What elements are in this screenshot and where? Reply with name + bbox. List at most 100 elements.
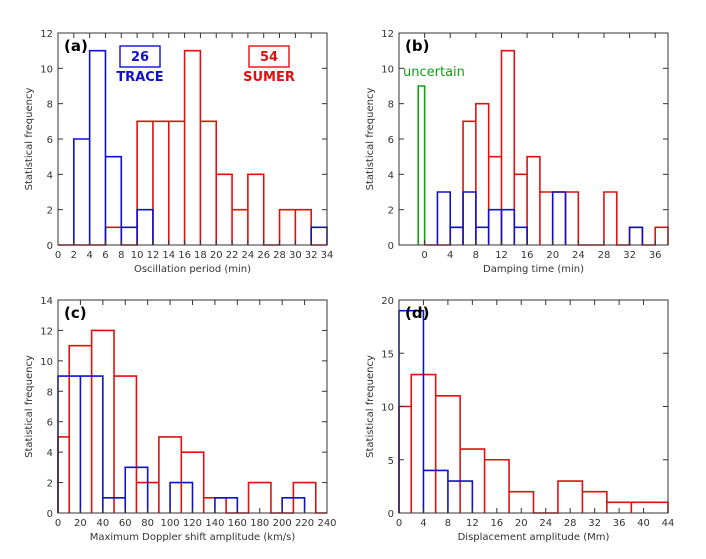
panel-c-trace-outline <box>57 375 306 513</box>
x-tick-label: 200 <box>273 518 292 529</box>
y-tick-label: 10 <box>381 403 394 414</box>
legend-trace-count: 26 <box>131 50 149 65</box>
legend-trace-name: TRACE <box>116 70 163 85</box>
x-tick-label: 24 <box>539 518 552 529</box>
x-tick-label: 40 <box>637 518 650 529</box>
panel-c-trace-histogram <box>57 375 306 513</box>
panel-a-label: (a) <box>64 37 88 55</box>
x-tick-label: 12 <box>466 518 479 529</box>
panel-c-x-axis-label: Maximum Doppler shift amplitude (km/s) <box>90 532 296 543</box>
x-tick-label: 240 <box>317 518 336 529</box>
x-tick-label: 32 <box>588 518 601 529</box>
x-tick-label: 4 <box>420 518 426 529</box>
panel-d: 0 4 8 12 16 20 24 28 32 36 40 44 0 5 10 15 20 (d) Displa… <box>365 296 674 543</box>
x-tick-label: 8 <box>118 250 124 261</box>
panel-c-sumer-histogram <box>57 329 327 514</box>
panel-b-label: (b) <box>405 37 429 55</box>
panel-d-y-axis-label: Statistical frequency <box>365 355 376 458</box>
x-tick-label: 220 <box>295 518 314 529</box>
x-tick-label: 80 <box>141 518 154 529</box>
x-tick-label: 140 <box>205 518 224 529</box>
x-tick-label: 24 <box>242 250 255 261</box>
y-tick-label: 12 <box>381 29 394 40</box>
x-tick-label: 0 <box>421 250 427 261</box>
y-tick-label: 10 <box>40 64 53 75</box>
y-tick-label: 6 <box>47 135 53 146</box>
panel-a: 0 2 4 6 8 10 12 14 16 18 20 22 24 26 28 30 32 34024681012… <box>24 29 333 275</box>
panel-a-x-axis-label: Oscillation period (min) <box>134 264 251 275</box>
panel-d-label: (d) <box>405 304 429 322</box>
x-tick-label: 32 <box>305 250 318 261</box>
x-tick-label: 26 <box>257 250 270 261</box>
y-tick-label: 12 <box>40 326 53 337</box>
x-tick-label: 24 <box>572 250 585 261</box>
y-tick-label: 0 <box>47 509 53 520</box>
x-tick-label: 32 <box>623 250 636 261</box>
panel-b-uncertain-histogram <box>417 85 426 245</box>
panel-c-ticks: 0 20 40 60 80 100 120 140 160 180 200 220 240 0 2 4 6 8 10… <box>40 296 336 529</box>
y-tick-label: 14 <box>40 296 53 307</box>
x-tick-label: 60 <box>119 518 132 529</box>
legend-sumer-name: SUMER <box>243 70 295 85</box>
panel-c-y-axis-label: Statistical frequency <box>24 355 35 458</box>
y-tick-label: 20 <box>381 296 394 307</box>
x-tick-label: 16 <box>178 250 191 261</box>
y-tick-label: 10 <box>40 357 53 368</box>
y-tick-label: 6 <box>388 135 394 146</box>
x-tick-label: 20 <box>515 518 528 529</box>
panel-b-trace-histogram <box>436 191 644 245</box>
x-tick-label: 0 <box>55 250 61 261</box>
y-tick-label: 0 <box>47 241 53 252</box>
x-tick-label: 100 <box>161 518 180 529</box>
x-tick-label: 8 <box>473 250 479 261</box>
x-tick-label: 36 <box>613 518 626 529</box>
y-tick-label: 4 <box>47 448 53 459</box>
legend-sumer-box <box>248 45 290 68</box>
panel-b-trace-outline <box>436 191 644 245</box>
x-tick-label: 40 <box>96 518 109 529</box>
panel-d-x-axis-label: Displacement amplitude (Mm) <box>458 532 610 543</box>
y-tick-label: 12 <box>40 29 53 40</box>
y-tick-label: 8 <box>47 100 53 111</box>
y-tick-label: 15 <box>381 349 394 360</box>
x-tick-label: 20 <box>74 518 87 529</box>
x-tick-label: 4 <box>86 250 92 261</box>
legend-sumer-count: 54 <box>260 50 278 65</box>
y-tick-label: 2 <box>388 206 394 217</box>
x-tick-label: 16 <box>490 518 503 529</box>
y-tick-label: 4 <box>388 170 394 181</box>
x-tick-label: 160 <box>228 518 247 529</box>
panel-c-frame <box>57 299 328 514</box>
panel-a-legend: 26 TRACE 54 SUMER <box>116 45 295 85</box>
x-tick-label: 8 <box>445 518 451 529</box>
panel-d-ticks: 0 4 8 12 16 20 24 28 32 36 40 44 0 5 10 15 20 <box>381 296 674 529</box>
x-tick-label: 20 <box>210 250 223 261</box>
panel-b-uncertain-annotation: uncertain <box>403 65 465 80</box>
y-tick-label: 2 <box>47 206 53 217</box>
y-tick-label: 2 <box>47 479 53 490</box>
x-tick-label: 120 <box>183 518 202 529</box>
x-tick-label: 44 <box>662 518 675 529</box>
panel-b-uncertain-outline <box>417 85 426 245</box>
x-tick-label: 14 <box>162 250 175 261</box>
x-tick-label: 28 <box>273 250 286 261</box>
panel-b-x-axis-label: Damping time (min) <box>483 264 584 275</box>
x-tick-label: 6 <box>102 250 108 261</box>
y-tick-label: 8 <box>47 387 53 398</box>
y-tick-label: 10 <box>381 64 394 75</box>
x-tick-label: 0 <box>55 518 61 529</box>
panel-a-frame <box>57 32 328 246</box>
panel-a-y-axis-label: Statistical frequency <box>24 88 35 191</box>
x-tick-label: 2 <box>71 250 77 261</box>
x-tick-label: 18 <box>194 250 207 261</box>
y-tick-label: 6 <box>47 418 53 429</box>
panel-c-sumer-outline <box>57 329 327 514</box>
y-tick-label: 0 <box>388 241 394 252</box>
x-tick-label: 12 <box>495 250 508 261</box>
x-tick-label: 4 <box>447 250 453 261</box>
x-tick-label: 22 <box>226 250 239 261</box>
